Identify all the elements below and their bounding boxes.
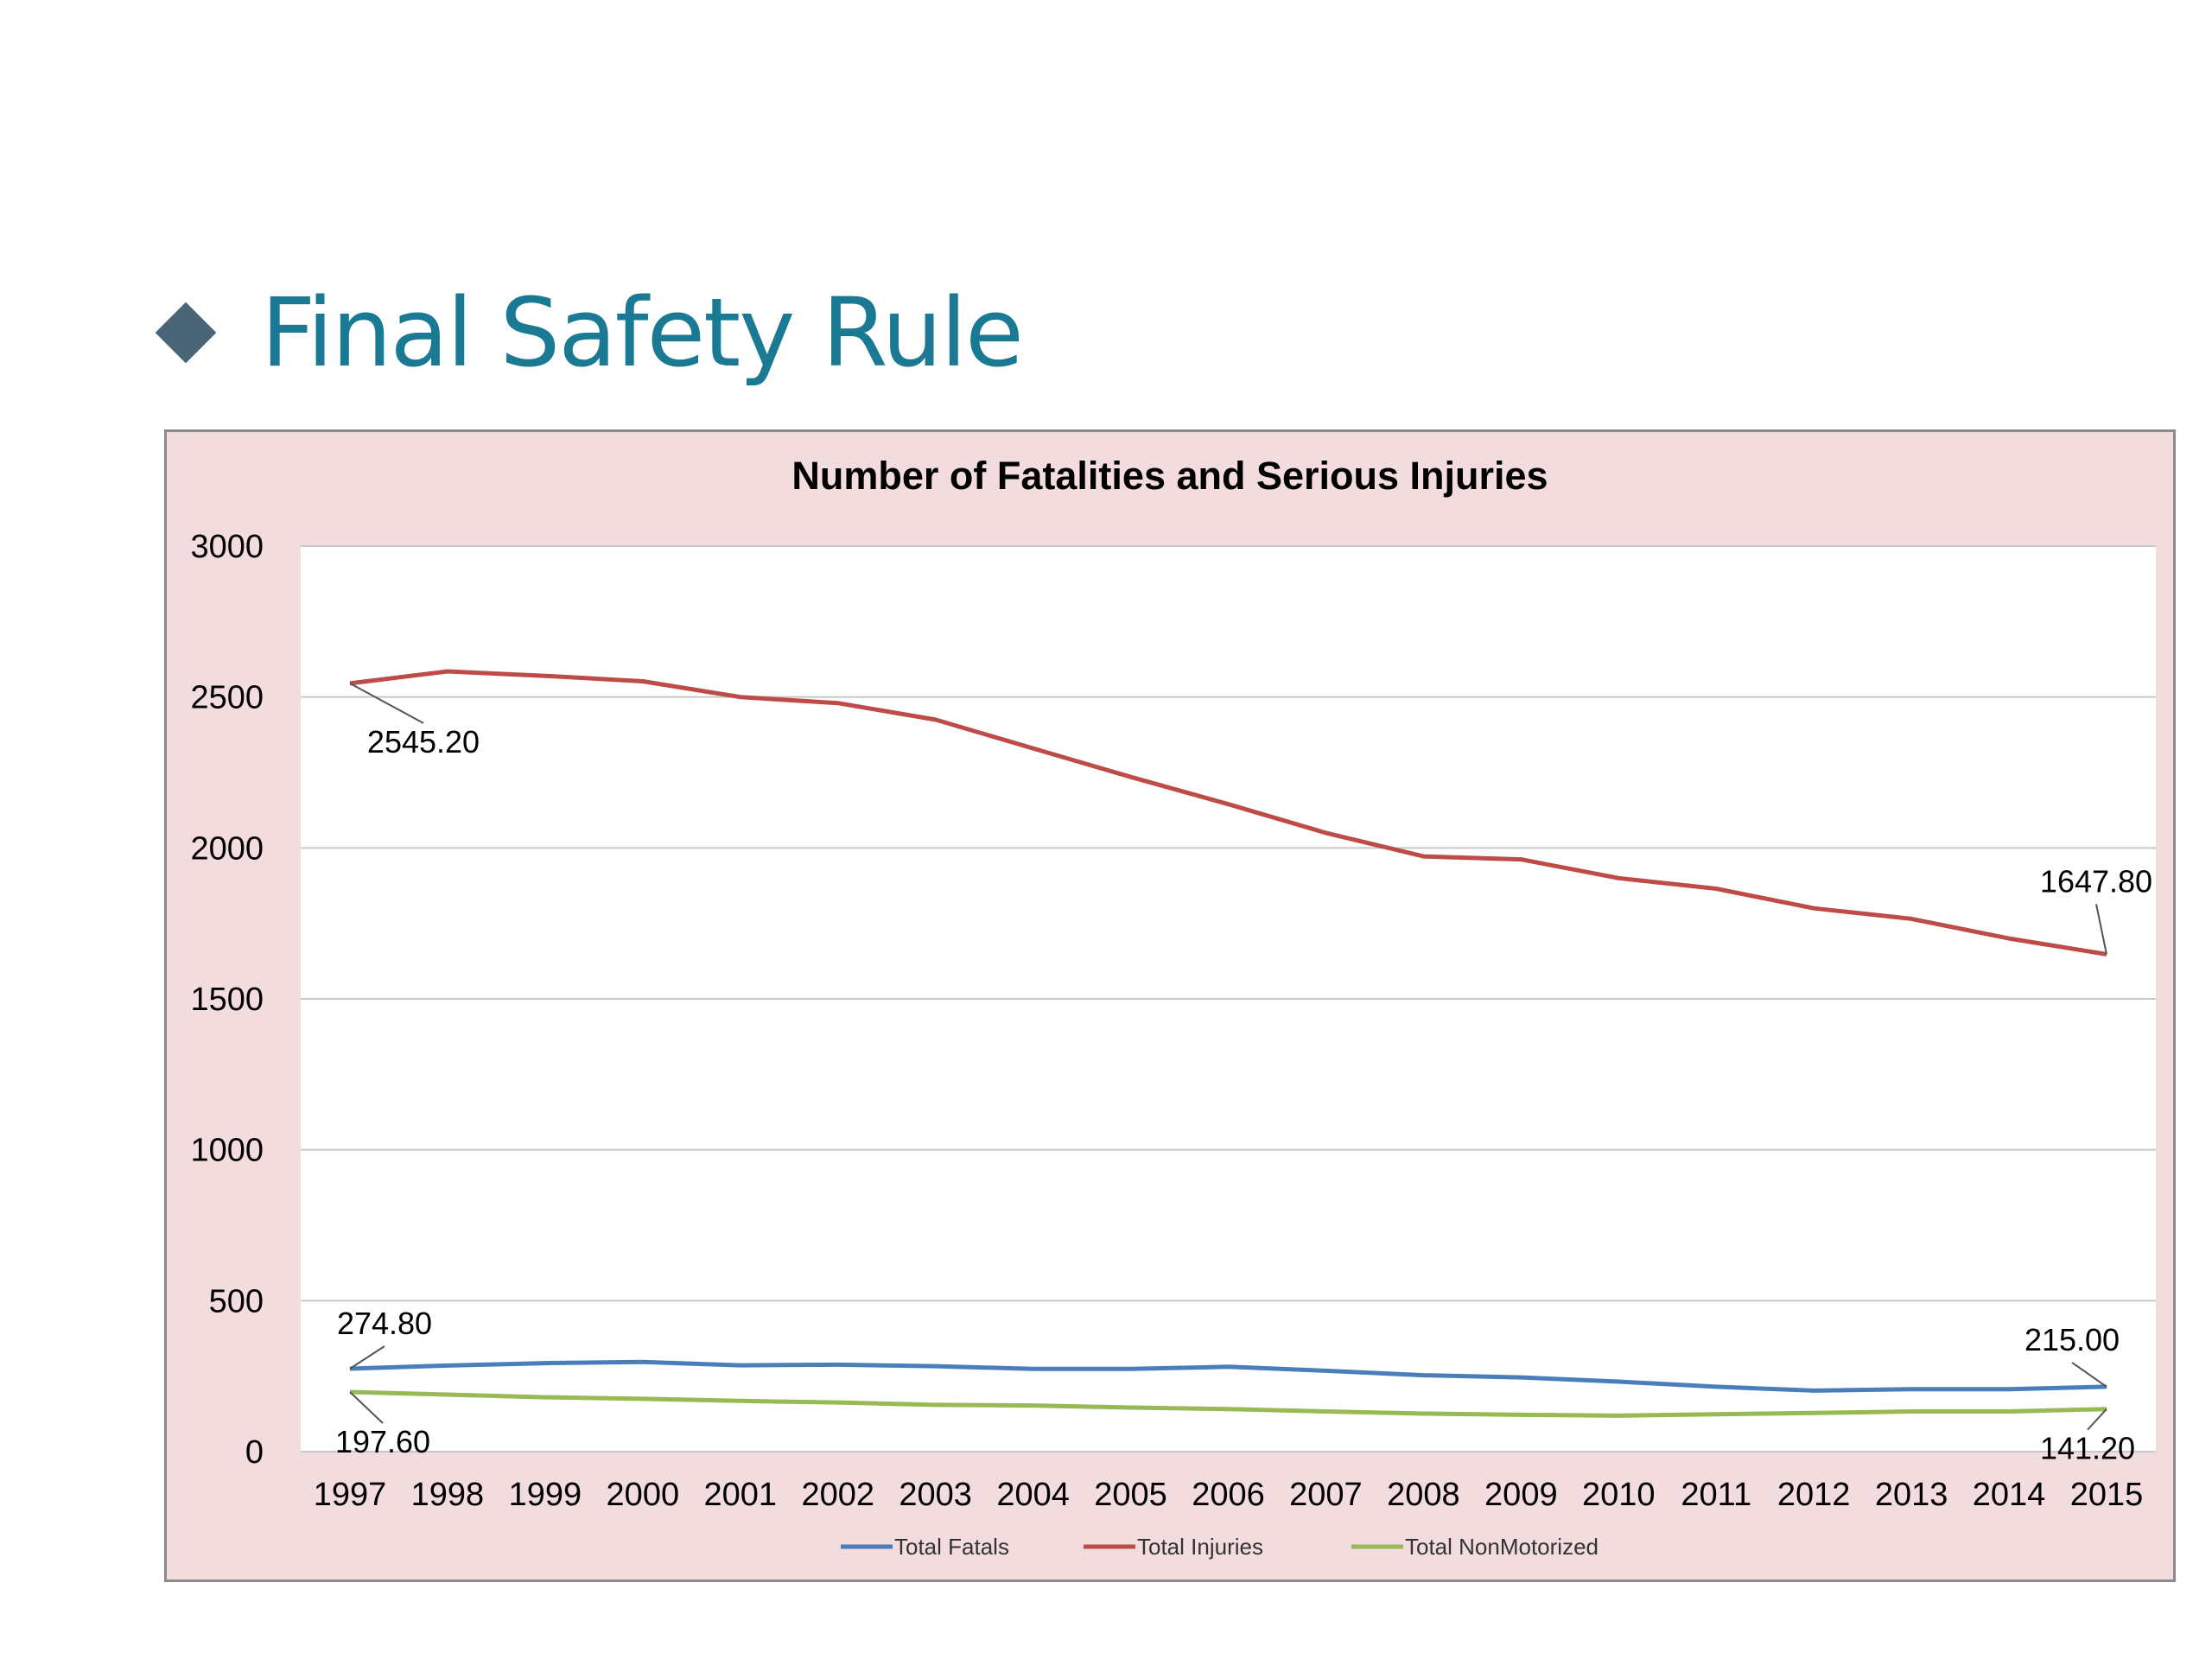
x-tick-label: 2013 [1875,1477,1948,1513]
x-tick-label: 2005 [1094,1477,1167,1513]
series-line-total-injuries [349,669,2107,957]
data-labels: 274.80 215.00 2545.20 1647.80 197.60 141.20 [335,682,2152,1466]
legend: Total Fatals Total Injuries Total NonMotor… [841,1534,1599,1560]
x-tick-label: 2010 [1582,1477,1656,1513]
leader-line [2071,1362,2107,1388]
y-tick-label: 2500 [190,680,264,716]
y-tick-label: 3000 [190,529,264,565]
leader-line [2095,904,2107,955]
data-label: 1647.80 [2040,863,2152,899]
leader-line [2087,1408,2107,1431]
x-tick-label: 2007 [1289,1477,1363,1513]
x-tick-label: 2000 [607,1477,680,1513]
x-tick-label: 1999 [509,1477,582,1513]
x-tick-label: 2014 [1973,1477,2046,1513]
data-label: 2545.20 [367,724,480,760]
x-tick-label: 2003 [899,1477,972,1513]
y-tick-label: 500 [209,1283,264,1319]
series-lines [349,669,2107,1418]
y-tick-label: 1500 [190,982,264,1018]
y-tick-label: 2000 [190,830,264,867]
x-tick-label: 2012 [1777,1477,1851,1513]
legend-entry: Total NonMotorized [1405,1534,1599,1560]
slide-heading: Final Safety Rule [155,277,1024,388]
y-axis: 0 500 1000 1500 2000 2500 3000 [190,529,264,1471]
leader-line [349,1345,385,1370]
x-tick-label: 1997 [314,1477,387,1513]
data-label: 141.20 [2040,1431,2135,1466]
legend-entry: Total Injuries [1137,1534,1263,1560]
x-tick-label: 2004 [996,1477,1070,1513]
x-tick-label: 2002 [801,1477,874,1513]
x-tick-label: 2009 [1484,1477,1558,1513]
leader-line [349,682,424,724]
legend-entry: Total Fatals [894,1534,1009,1560]
line-chart: Number of Fatalities and Serious Injurie… [190,454,2156,1560]
x-tick-label: 2011 [1681,1477,1751,1513]
y-tick-label: 0 [245,1434,264,1471]
series-line-total-fatals [349,1359,2107,1393]
y-tick-label: 1000 [190,1133,264,1169]
chart-title: Number of Fatalities and Serious Injurie… [791,454,1548,498]
leader-line [349,1391,384,1424]
x-tick-label: 1998 [411,1477,485,1513]
slide-title: Final Safety Rule [261,277,1024,388]
series-line-total-nonmotorized [349,1389,2107,1418]
chart-area: Number of Fatalities and Serious Injurie… [164,429,2176,1582]
x-tick-label: 2015 [2070,1477,2144,1513]
x-tick-label: 2001 [704,1477,778,1513]
diamond-bullet-icon [155,302,217,364]
x-tick-label: 2008 [1387,1477,1460,1513]
data-label: 215.00 [2024,1322,2120,1357]
gridlines [301,545,2156,1452]
x-axis: 1997 1998 1999 2000 2001 2002 2003 2004 2005 2006… [314,1477,2144,1513]
data-label: 274.80 [337,1306,432,1341]
data-label: 197.60 [335,1424,430,1459]
x-tick-label: 2006 [1192,1477,1265,1513]
